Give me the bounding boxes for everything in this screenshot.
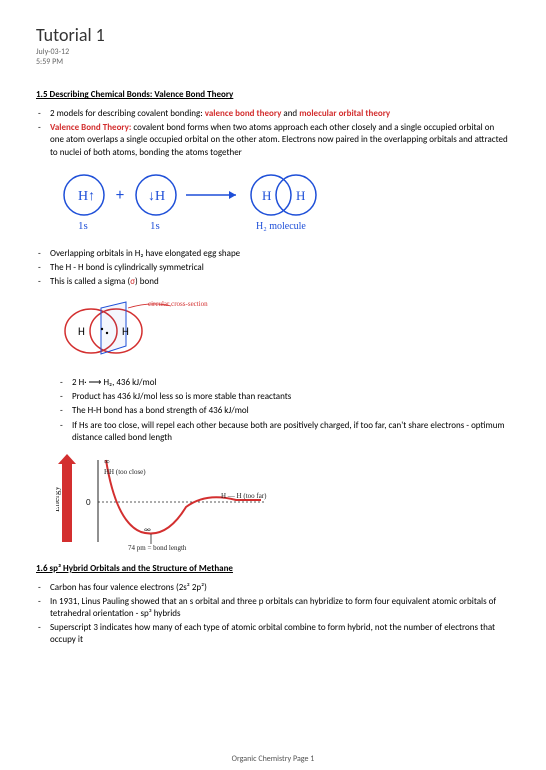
list-item: The H - H bond is cylindrically symmetri… <box>50 262 510 274</box>
page-title: Tutorial 1 <box>36 24 510 46</box>
svg-text:1s: 1s <box>150 220 160 232</box>
bullet-list-d: Carbon has four valence electrons (2s² 2… <box>36 582 510 647</box>
bullet-list-b: Overlapping orbitals in H₂ have elongate… <box>36 248 510 288</box>
svg-text:1s: 1s <box>78 220 88 232</box>
svg-text:H₂ molecule: H₂ molecule <box>256 221 306 232</box>
list-item: Overlapping orbitals in H₂ have elongate… <box>50 248 510 260</box>
emphasis: Valence Bond Theory: <box>50 122 131 133</box>
list-item: If Hs are too close, will repel each oth… <box>72 420 510 444</box>
list-item: 2 models for describing covalent bonding… <box>50 108 510 120</box>
diagram-sigma-cross-section: H H circular cross-section <box>56 296 510 369</box>
svg-text:+: + <box>116 186 124 205</box>
date: July-03-12 <box>36 48 510 58</box>
time: 5:59 PM <box>36 58 510 68</box>
emphasis: molecular orbital theory <box>299 108 390 119</box>
svg-text:circular cross-section: circular cross-section <box>148 300 208 308</box>
date-time: July-03-12 5:59 PM <box>36 48 510 67</box>
list-item: In 1931, Linus Pauling showed that an s … <box>50 596 510 620</box>
list-item: Superscript 3 indicates how many of each… <box>50 622 510 646</box>
diagram-energy-curve: Energy 0 ∞ HH (too close) H — H (too far… <box>56 452 510 555</box>
section-heading-1-5: 1.5 Describing Chemical Bonds: Valence B… <box>36 89 510 100</box>
list-item: This is called a sigma (σ) bond <box>50 276 510 288</box>
list-item: Product has 436 kJ/mol less so is more s… <box>72 391 510 403</box>
svg-text:H↑: H↑ <box>78 189 95 204</box>
list-item: Carbon has four valence electrons (2s² 2… <box>50 582 510 594</box>
bullet-list-a: 2 models for describing covalent bonding… <box>36 108 510 159</box>
bullet-list-c: 2 H· ⟶ H₂, 436 kJ/mol Product has 436 kJ… <box>36 377 510 444</box>
list-item: Valence Bond Theory: covalent bond forms… <box>50 122 510 158</box>
svg-text:H: H <box>78 325 85 338</box>
svg-text:∞: ∞ <box>104 457 110 466</box>
svg-text:H: H <box>122 325 129 338</box>
emphasis: valence bond theory <box>205 108 282 119</box>
text: 2 models for describing covalent bonding… <box>50 108 205 119</box>
svg-text:H — H (too far): H — H (too far) <box>221 492 267 500</box>
sigma-symbol: σ <box>130 276 135 287</box>
section-heading-1-6: 1.6 sp³ Hybrid Orbitals and the Structur… <box>36 563 510 574</box>
svg-text:0: 0 <box>86 497 91 508</box>
diagram-valence-bond: H↑ 1s + ↓H 1s H H H₂ molecule <box>56 167 510 240</box>
svg-text:Energy: Energy <box>56 486 61 512</box>
list-item: 2 H· ⟶ H₂, 436 kJ/mol <box>72 377 510 389</box>
svg-text:↓H: ↓H <box>148 189 165 204</box>
svg-text:74 pm = bond length: 74 pm = bond length <box>128 544 187 552</box>
svg-text:H: H <box>262 188 271 203</box>
svg-text:∞: ∞ <box>144 525 151 535</box>
list-item: The H-H bond has a bond strength of 436 … <box>72 405 510 417</box>
svg-text:HH (too close): HH (too close) <box>104 468 146 476</box>
text: and <box>281 108 299 119</box>
svg-text:H: H <box>296 188 305 203</box>
page-footer: Organic Chemistry Page 1 <box>0 754 546 764</box>
